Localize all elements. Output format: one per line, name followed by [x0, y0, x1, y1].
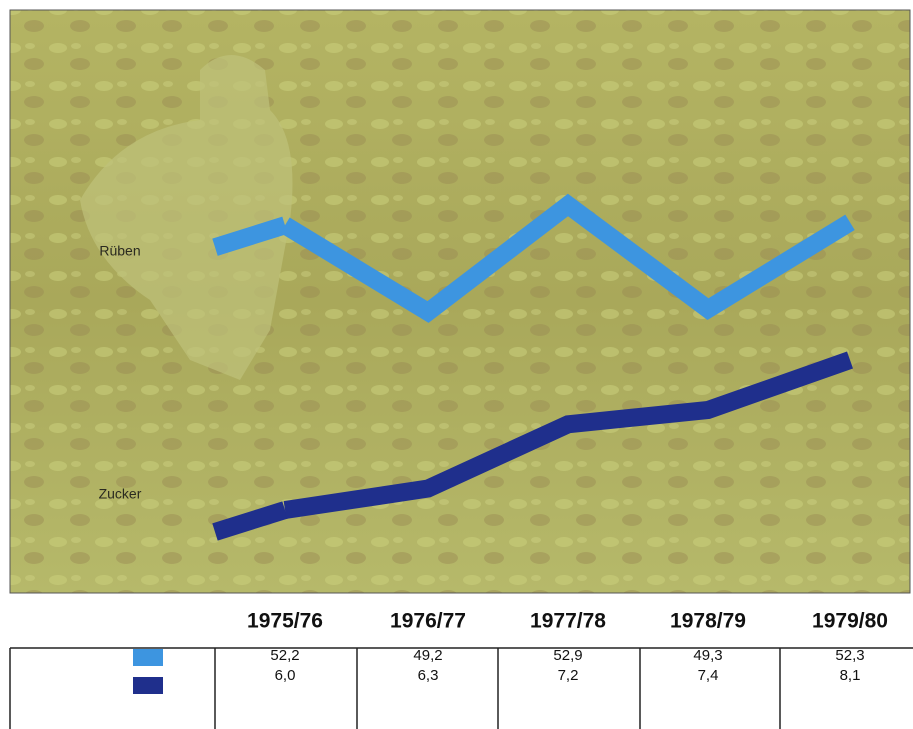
table — [9, 647, 913, 729]
legend-swatch — [133, 649, 163, 666]
legend-swatch — [133, 677, 163, 694]
series-line — [283, 351, 853, 519]
table-value: 52,3 — [835, 647, 864, 664]
table-value: 8,1 — [840, 667, 861, 684]
table-value: 7,4 — [698, 667, 719, 684]
category-label: 1979/80 — [812, 610, 888, 633]
photo-background — [9, 9, 911, 594]
table-value: 52,2 — [270, 647, 299, 664]
line-lead-in — [212, 501, 288, 541]
table-value: 6,0 — [275, 667, 296, 684]
category-label: 1976/77 — [390, 610, 466, 633]
table-value: 6,3 — [418, 667, 439, 684]
series-label: Zucker — [99, 486, 142, 502]
category-label: 1975/76 — [247, 610, 323, 633]
series-line — [280, 193, 855, 323]
category-label: 1978/79 — [670, 610, 746, 633]
line-lead-in — [212, 216, 288, 256]
category-label: 1977/78 — [530, 610, 606, 633]
table-value: 52,9 — [553, 647, 582, 664]
series-label: Rüben — [99, 243, 140, 259]
table-value: 49,2 — [413, 647, 442, 664]
table-value: 7,2 — [558, 667, 579, 684]
table-value: 49,3 — [693, 647, 722, 664]
